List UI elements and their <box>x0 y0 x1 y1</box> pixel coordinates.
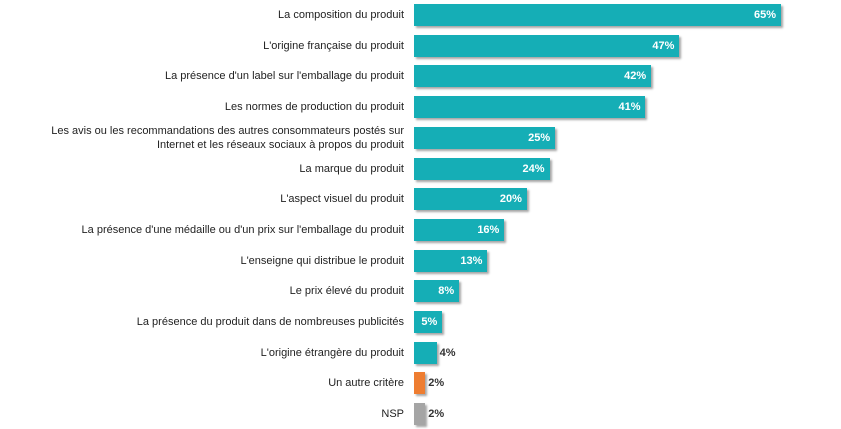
category-label: Les avis ou les recommandations des autr… <box>51 124 404 151</box>
category-label: NSP <box>381 408 404 421</box>
category-label: La marque du produit <box>299 162 404 175</box>
category-label: Les normes de production du produit <box>224 101 404 114</box>
bar <box>414 403 426 426</box>
category-label: La présence du produit dans de nombreuse… <box>136 316 404 328</box>
bar <box>414 372 426 395</box>
category-label: Le prix élevé du produit <box>289 285 404 298</box>
data-label: 42% <box>624 70 647 83</box>
bar <box>414 280 460 303</box>
category-label: Un autre critère <box>328 377 404 390</box>
category-label: L'aspect visuel du produit <box>280 193 404 206</box>
bar <box>414 218 505 241</box>
bar <box>414 157 550 180</box>
bar <box>414 188 527 211</box>
category-label: La présence d'une médaille ou d'un prix … <box>81 223 404 236</box>
bar <box>414 126 556 149</box>
data-label: 24% <box>522 162 545 175</box>
category-label: L'origine étrangère du produit <box>260 346 404 359</box>
category-label: L'origine française du produit <box>263 39 404 52</box>
category-label: La composition du produit <box>278 9 404 21</box>
data-label: 2% <box>428 408 445 421</box>
bar <box>414 249 488 272</box>
data-label: 4% <box>439 346 456 359</box>
category-label: L'enseigne qui distribue le produit <box>240 254 404 267</box>
data-label: 65% <box>753 9 776 21</box>
category-label: La présence d'un label sur l'emballage d… <box>164 70 404 83</box>
data-label: 41% <box>618 101 641 114</box>
data-label: 16% <box>477 223 500 236</box>
data-label: 47% <box>652 39 675 52</box>
data-label: 20% <box>499 193 522 206</box>
bar <box>414 65 652 88</box>
data-label: 8% <box>438 285 455 298</box>
data-label: 25% <box>528 131 551 144</box>
bar <box>414 96 646 119</box>
bar <box>414 34 680 57</box>
bar <box>414 311 443 333</box>
data-label: 5% <box>421 316 438 328</box>
bar <box>414 341 437 364</box>
bar <box>414 4 781 26</box>
data-label: 13% <box>460 254 483 267</box>
data-label: 2% <box>428 377 445 390</box>
